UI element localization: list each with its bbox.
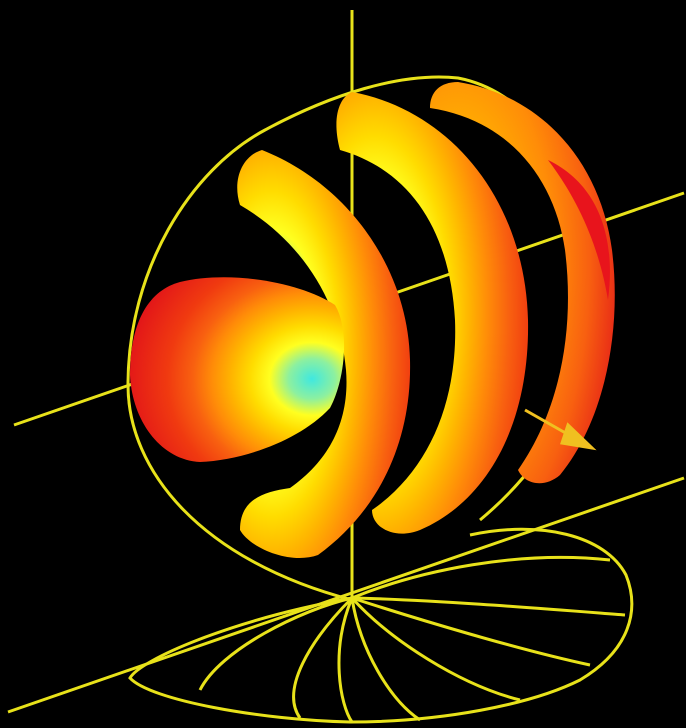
- back-lobe-shell: [430, 82, 615, 484]
- direction-arrow-icon: [524, 408, 597, 451]
- main-lobe-bulb: [130, 277, 345, 462]
- floor-axis: [7, 476, 685, 714]
- middle-lobe-shell: [336, 92, 529, 534]
- floor-petal-1: [337, 597, 354, 723]
- floor-petal-4: [351, 596, 591, 667]
- floor-outline: [128, 527, 634, 724]
- floor-petal-2: [350, 597, 421, 722]
- front-lobe-shell: [237, 150, 411, 558]
- wireframe-floor: [7, 476, 685, 724]
- floor-petal-6: [351, 555, 611, 600]
- floor-petal-8: [292, 596, 354, 719]
- floor-petal-7: [198, 596, 353, 691]
- floor-petal-3: [350, 596, 521, 702]
- floor-petal-5: [351, 596, 626, 617]
